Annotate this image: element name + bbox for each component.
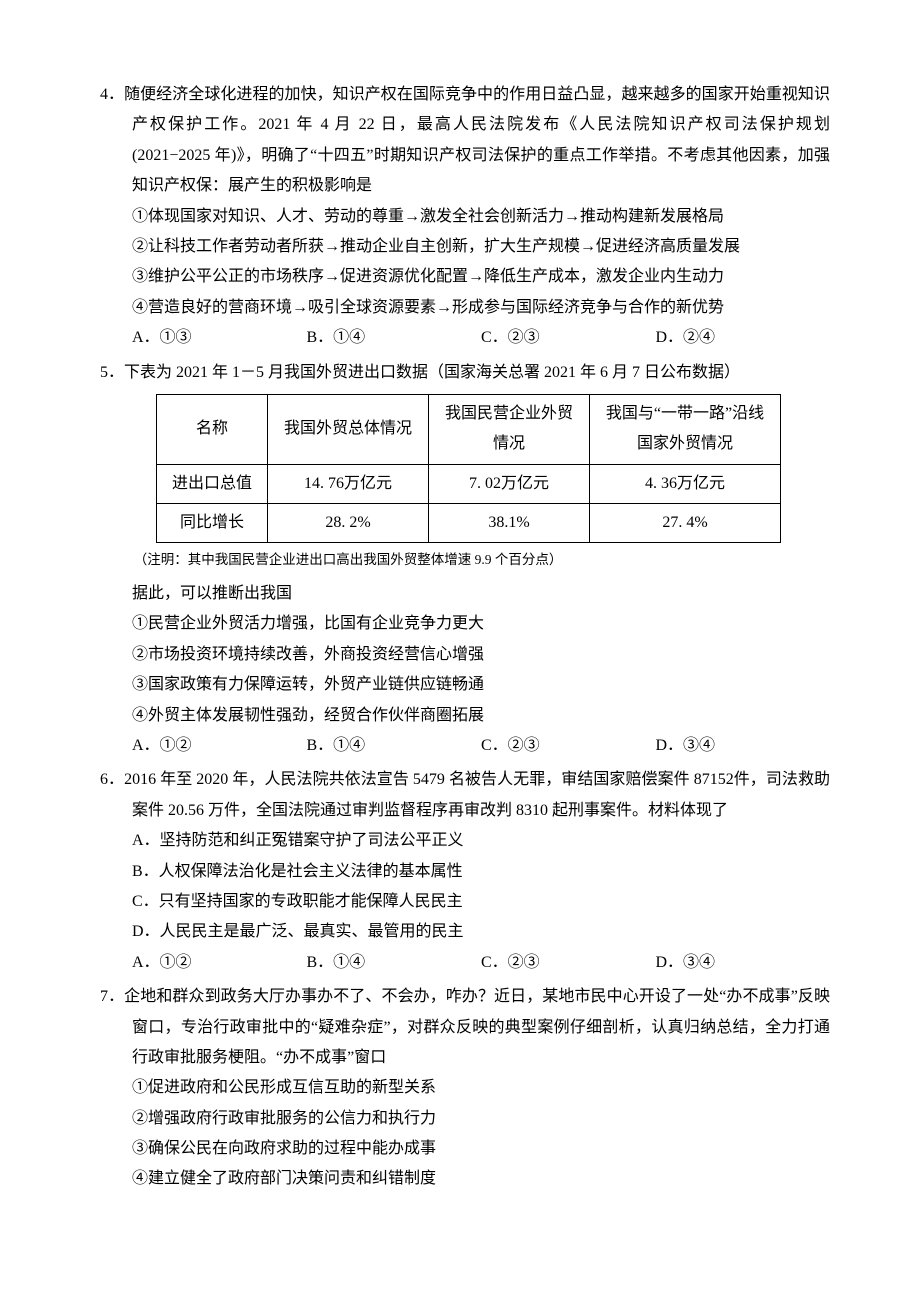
q6-stem: 6．2016 年至 2020 年，人民法院共依法宣告 5479 名被告人无罪，审… (100, 765, 830, 826)
r2c1: 同比增长 (157, 504, 268, 543)
q6-option-a[interactable]: A．①② (132, 948, 307, 978)
q6-stem-text: 2016 年至 2020 年，人民法院共依法宣告 5479 名被告人无罪，审结国… (124, 771, 830, 818)
r2c4: 27. 4% (590, 504, 781, 543)
q5-number: 5． (100, 364, 124, 381)
r2c3: 38.1% (429, 504, 590, 543)
q5-follow: 据此，可以推断出我国 (100, 579, 830, 609)
q6-sub-b: B．人权保障法治化是社会主义法律的基本属性 (100, 857, 830, 887)
q4-options: A．①③ B．①④ C．②③ D．②④ (100, 323, 830, 353)
question-4: 4．随便经济全球化进程的加快，知识产权在国际竞争中的作用日益凸显，越来越多的国家… (100, 80, 830, 354)
q5-statement-1: ①民营企业外贸活力增强，比国有企业竞争力更大 (100, 609, 830, 639)
table-row: 同比增长 28. 2% 38.1% 27. 4% (157, 504, 781, 543)
r2c2: 28. 2% (268, 504, 429, 543)
q5-note: （注明：其中我国民营企业进出口高出我国外贸整体增速 9.9 个百分点） (100, 549, 830, 571)
q5-statement-4: ④外贸主体发展韧性强劲，经贸合作伙伴商圈拓展 (100, 701, 830, 731)
q5-table: 名称 我国外贸总体情况 我国民营企业外贸情况 我国与“一带一路”沿线国家外贸情况… (156, 394, 781, 544)
q4-stem-text: 随便经济全球化进程的加快，知识产权在国际竞争中的作用日益凸显，越来越多的国家开始… (124, 86, 830, 194)
q5-option-d[interactable]: D．③④ (656, 731, 831, 761)
q4-statement-1: ①体现国家对知识、人才、劳动的尊重→激发全社会创新活力→推动构建新发展格局 (100, 202, 830, 232)
r1c2: 14. 76万亿元 (268, 464, 429, 503)
q7-statement-2: ②增强政府行政审批服务的公信力和执行力 (100, 1104, 830, 1134)
q7-statement-1: ①促进政府和公民形成互信互助的新型关系 (100, 1073, 830, 1103)
q7-stem-text: 企地和群众到政务大厅办事办不了、不会办，咋办？近日，某地市民中心开设了一处“办不… (124, 988, 830, 1066)
q6-sub-a: A．坚持防范和纠正冤错案守护了司法公平正义 (100, 826, 830, 856)
q4-option-c[interactable]: C．②③ (481, 323, 656, 353)
q5-option-c[interactable]: C．②③ (481, 731, 656, 761)
q4-option-b[interactable]: B．①④ (307, 323, 482, 353)
th-private: 我国民营企业外贸情况 (429, 394, 590, 464)
q5-option-a[interactable]: A．①② (132, 731, 307, 761)
q5-stem-text: 下表为 2021 年 1－5 月我国外贸进出口数据（国家海关总署 2021 年 … (124, 364, 740, 381)
q7-statement-4: ④建立健全了政府部门决策问责和纠错制度 (100, 1164, 830, 1194)
r1c3: 7. 02万亿元 (429, 464, 590, 503)
th-beltroad: 我国与“一带一路”沿线国家外贸情况 (590, 394, 781, 464)
table-row: 进出口总值 14. 76万亿元 7. 02万亿元 4. 36万亿元 (157, 464, 781, 503)
q7-statement-3: ③确保公民在向政府求助的过程中能办成事 (100, 1134, 830, 1164)
r1c1: 进出口总值 (157, 464, 268, 503)
question-6: 6．2016 年至 2020 年，人民法院共依法宣告 5479 名被告人无罪，审… (100, 765, 830, 978)
q4-statement-4: ④营造良好的营商环境→吸引全球资源要素→形成参与国际经济竞争与合作的新优势 (100, 293, 830, 323)
question-7: 7．企地和群众到政务大厅办事办不了、不会办，咋办？近日，某地市民中心开设了一处“… (100, 982, 830, 1195)
th-total: 我国外贸总体情况 (268, 394, 429, 464)
table-header-row: 名称 我国外贸总体情况 我国民营企业外贸情况 我国与“一带一路”沿线国家外贸情况 (157, 394, 781, 464)
q6-sub-d: D．人民民主是最广泛、最真实、最管用的民主 (100, 917, 830, 947)
q6-option-b[interactable]: B．①④ (307, 948, 482, 978)
q7-stem: 7．企地和群众到政务大厅办事办不了、不会办，咋办？近日，某地市民中心开设了一处“… (100, 982, 830, 1073)
r1c4: 4. 36万亿元 (590, 464, 781, 503)
q5-statement-2: ②市场投资环境持续改善，外商投资经营信心增强 (100, 640, 830, 670)
th-name: 名称 (157, 394, 268, 464)
q6-number: 6． (100, 771, 124, 788)
q5-statement-3: ③国家政策有力保障运转，外贸产业链供应链畅通 (100, 670, 830, 700)
q5-options: A．①② B．①④ C．②③ D．③④ (100, 731, 830, 761)
q6-options: A．①② B．①④ C．②③ D．③④ (100, 948, 830, 978)
q4-number: 4． (100, 86, 124, 103)
q7-number: 7． (100, 988, 124, 1005)
q6-option-c[interactable]: C．②③ (481, 948, 656, 978)
question-5: 5．下表为 2021 年 1－5 月我国外贸进出口数据（国家海关总署 2021 … (100, 358, 830, 762)
q4-statement-2: ②让科技工作者劳动者所获→推动企业自主创新，扩大生产规模→促进经济高质量发展 (100, 232, 830, 262)
q4-stem: 4．随便经济全球化进程的加快，知识产权在国际竞争中的作用日益凸显，越来越多的国家… (100, 80, 830, 202)
q6-sub-c: C．只有坚持国家的专政职能才能保障人民民主 (100, 887, 830, 917)
q4-option-a[interactable]: A．①③ (132, 323, 307, 353)
q6-option-d[interactable]: D．③④ (656, 948, 831, 978)
q5-stem: 5．下表为 2021 年 1－5 月我国外贸进出口数据（国家海关总署 2021 … (100, 358, 830, 388)
q5-option-b[interactable]: B．①④ (307, 731, 482, 761)
q4-option-d[interactable]: D．②④ (656, 323, 831, 353)
q4-statement-3: ③维护公平公正的市场秩序→促进资源优化配置→降低生产成本，激发企业内生动力 (100, 262, 830, 292)
